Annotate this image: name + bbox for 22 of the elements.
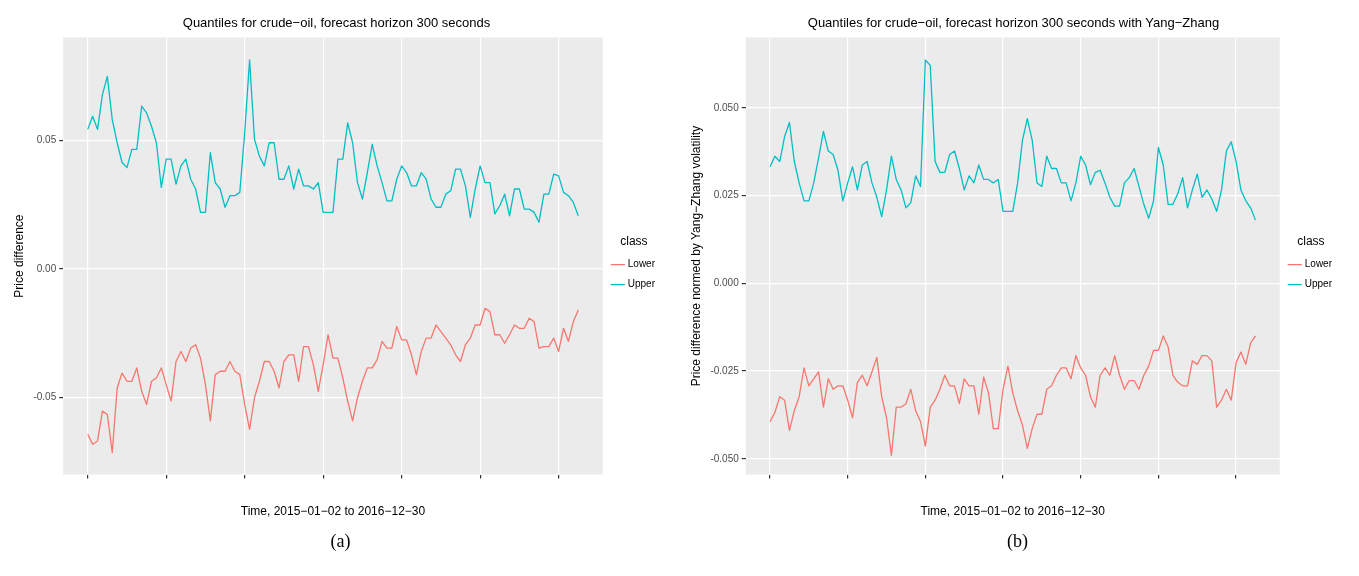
x-axis-title: Time, 2015−01−02 to 2016−12−30 bbox=[920, 504, 1106, 519]
y-tick-label: 0.05 bbox=[36, 134, 57, 146]
text: (b) bbox=[1007, 531, 1028, 552]
legend-title: class bbox=[1297, 233, 1325, 248]
y-axis-title: Price difference bbox=[11, 214, 26, 298]
y-axis-title: Price difference normed by Yang−Zhang volatility bbox=[688, 125, 703, 387]
y-tick-label: -0.050 bbox=[710, 452, 740, 464]
y-tick-label: 0.050 bbox=[713, 101, 740, 113]
y-tick-label: -0.05 bbox=[33, 391, 57, 403]
x-axis-title: Time, 2015−01−02 to 2016−12−30 bbox=[240, 504, 426, 519]
legend-label: Upper bbox=[627, 278, 656, 290]
legend-title: class bbox=[620, 233, 648, 248]
legend-label: Lower bbox=[627, 258, 656, 270]
y-tick-label: -0.025 bbox=[710, 364, 740, 376]
y-tick-label: 0.00 bbox=[36, 262, 57, 274]
legend-label: Upper bbox=[1304, 278, 1333, 290]
legend-label: Lower bbox=[1304, 258, 1333, 270]
text: (a) bbox=[330, 531, 351, 552]
y-tick-label: 0.000 bbox=[713, 277, 740, 289]
chart-title: Quantiles for crude−oil, forecast horizon 300 seconds with Yang−Zhang bbox=[807, 15, 1220, 31]
y-tick-label: 0.025 bbox=[713, 189, 740, 201]
chart-title: Quantiles for crude−oil, forecast horizon 300 seconds bbox=[182, 15, 491, 31]
